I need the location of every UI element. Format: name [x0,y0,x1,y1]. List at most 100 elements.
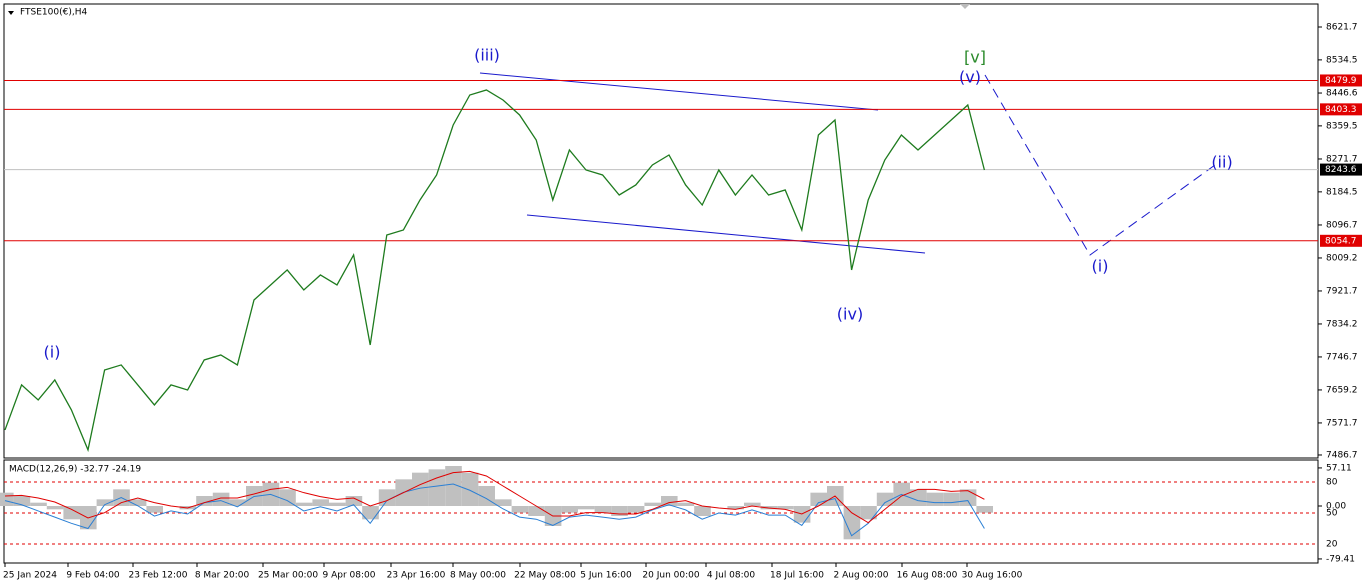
x-tick-label: 8 May 00:00 [450,571,506,581]
wave-label: (v) [959,68,981,87]
x-tick-label: 23 Feb 12:00 [128,571,187,581]
macd-bar [345,496,363,506]
macd-bar [312,499,329,506]
main-panel [3,3,1319,459]
macd-bar [943,492,960,506]
macd-bar [777,506,794,510]
x-tick-label: 25 Jan 2024 [3,571,57,581]
macd-bar [329,502,346,506]
macd-bar [959,489,977,506]
y-tick-label: 8009.2 [1326,253,1358,263]
level-label: 8054.7 [1325,236,1357,246]
macd-bar [976,506,993,513]
macd-bar [561,506,578,513]
macd-bar [910,489,927,506]
x-tick-label: 8 Mar 20:00 [195,571,250,581]
x-tick-label: 9 Feb 04:00 [66,571,120,581]
trend-line [526,214,926,254]
indicator-panel [3,459,1319,564]
macd-bar [511,506,529,513]
wave-label: (iii) [474,46,500,65]
price-line [4,89,986,453]
macd-bar [13,496,31,506]
menu-arrow [8,11,14,15]
macd-bar [0,492,14,506]
oscillator-line [4,483,985,537]
y-tick-label: 7486.7 [1326,450,1358,460]
macd-bar [627,506,645,513]
macd-bar [694,506,711,516]
chart-title: FTSE100(€),H4 [20,8,87,18]
macd-bar [495,499,512,506]
macd-bar [295,502,313,506]
wave-label: (i) [44,343,61,362]
x-tick-label: 18 Jul 16:00 [770,571,824,581]
macd-bar [594,506,612,513]
level-box [1320,103,1362,116]
y-tick-label: 8271.7 [1326,154,1358,164]
macd-bar [96,499,114,506]
ind-y2-tick-label: 20 [1326,540,1338,550]
macd-bar [428,469,446,506]
macd-bar [445,466,462,506]
macd-bar [843,506,861,540]
macd-bar [926,492,944,506]
macd-bar [677,502,695,506]
y-tick-label: 8534.5 [1326,55,1358,65]
wave-label: [v] [964,48,986,67]
macd-bar [46,506,64,510]
macd-bar [362,506,379,520]
macd-bar [196,496,213,506]
y-tick-label: 7834.2 [1326,319,1358,329]
x-tick-label: 20 Jun 00:00 [642,571,699,581]
x-tick-label: 30 Aug 16:00 [962,571,1023,581]
x-tick-label: 2 Aug 00:00 [834,571,889,581]
macd-bar [461,472,479,506]
y-tick-label: 7921.7 [1326,286,1358,296]
ind-y-tick-label: 57.11 [1326,463,1352,473]
y-tick-label: 8184.5 [1326,187,1358,197]
projection-line [984,74,1216,256]
y-tick-label: 7571.7 [1326,418,1358,428]
indicator-title: MACD(12,26,9) -32.77 -24.19 [9,465,141,475]
wave-label: (i) [1092,257,1109,276]
trend-line [479,72,879,111]
y-tick-label: 8446.6 [1326,89,1358,99]
scroll-marker [960,4,970,9]
last-price-label: 8243.6 [1325,165,1357,175]
wave-label: (iv) [837,305,863,324]
wave-label: (ii) [1211,153,1232,172]
last-price-box [1320,163,1362,176]
y-tick-label: 7746.7 [1326,352,1358,362]
macd-bar [578,506,595,510]
level-box [1320,74,1362,87]
macd-bar [129,499,147,506]
y-tick-label: 8359.5 [1326,121,1358,131]
macd-bar [744,502,761,506]
y-tick-label: 8096.7 [1326,220,1358,230]
macd-bar [30,502,47,506]
x-tick-label: 9 Apr 08:00 [323,571,376,581]
macd-bar [229,499,246,506]
macd-bar [63,506,80,520]
y-tick-label: 7659.2 [1326,385,1358,395]
macd-bar [146,506,163,513]
x-tick-label: 5 Jun 16:00 [580,571,632,581]
x-tick-label: 25 Mar 00:00 [258,571,318,581]
level-label: 8479.9 [1325,76,1357,86]
y-tick-label: 8621.7 [1326,23,1358,33]
ind-y-tick-label: 0.00 [1326,502,1346,512]
macd-bar [661,496,678,506]
ind-y2-tick-label: 50 [1326,508,1338,518]
macd-bar [876,492,894,506]
ind-y-tick-label: -79.41 [1326,554,1355,564]
macd-bar [528,506,545,516]
macd-bar [412,472,429,506]
macd-bar [860,506,877,520]
level-box [1320,234,1362,247]
macd-bar [727,506,744,510]
macd-bar [644,502,661,506]
ind-y2-tick-label: 80 [1326,477,1338,487]
macd-bar [279,489,296,506]
